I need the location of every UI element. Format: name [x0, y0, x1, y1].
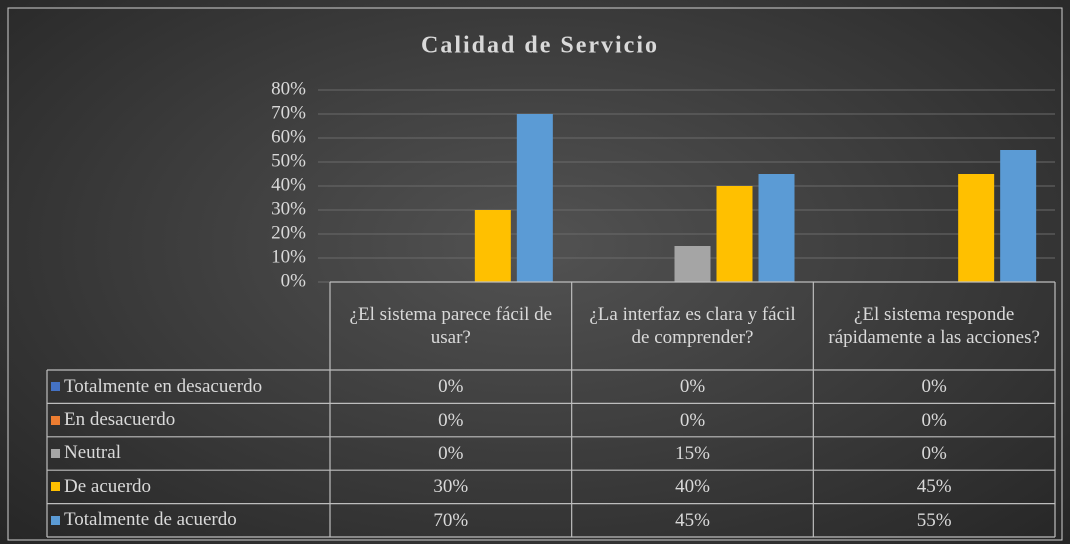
y-tick-label: 40% [271, 174, 306, 195]
table-value: 0% [438, 376, 464, 398]
legend-entry: En desacuerdo [47, 403, 175, 436]
y-tick-label: 10% [271, 246, 306, 267]
category-label: ¿El sistema parece fácil de usar? [349, 304, 553, 348]
category-label: ¿La interfaz es clara y fácil de compren… [589, 304, 796, 348]
legend-label: Totalmente en desacuerdo [64, 375, 263, 397]
bar [758, 174, 795, 282]
legend-key [51, 482, 60, 492]
category-label: ¿El sistema responde rápidamente a las a… [828, 304, 1040, 348]
legend-label: Totalmente de acuerdo [64, 509, 237, 531]
legend-label: Neutral [64, 442, 121, 464]
legend-entry: Totalmente en desacuerdo [47, 370, 262, 403]
table-value: 45% [675, 509, 710, 531]
table-value: 70% [433, 509, 469, 531]
legend-key [51, 515, 60, 525]
legend-entry: Totalmente de acuerdo [47, 504, 237, 537]
legend-key [51, 448, 60, 458]
y-tick-label: 80% [271, 78, 306, 99]
legend-label: De acuerdo [64, 475, 152, 497]
table-value: 30% [433, 476, 469, 498]
bar [474, 210, 511, 282]
table-value: 45% [916, 476, 952, 498]
chart-border [7, 7, 1063, 541]
y-tick-label: 20% [271, 222, 306, 243]
y-tick-label: 60% [271, 126, 306, 147]
y-tick-label: 50% [271, 150, 306, 171]
y-tick-label: 70% [271, 102, 306, 123]
legend-key [51, 382, 60, 392]
bar [674, 246, 711, 282]
bar [958, 174, 995, 282]
bar [516, 114, 553, 282]
table-value: 0% [921, 376, 947, 398]
bar [716, 186, 753, 282]
table-value: 0% [679, 376, 706, 398]
table-value: 15% [675, 442, 710, 464]
y-tick-label: 0% [281, 270, 307, 291]
table-value: 0% [921, 409, 947, 431]
y-tick-label: 30% [271, 198, 306, 219]
legend-entry: Neutral [47, 437, 121, 470]
chart-title: Calidad de Servicio [421, 33, 659, 59]
table-value: 40% [675, 476, 710, 498]
table-value: 55% [916, 509, 952, 531]
table-value: 0% [679, 409, 706, 431]
legend-entry: De acuerdo [47, 470, 151, 503]
table-value: 0% [438, 442, 464, 464]
table-value: 0% [438, 409, 464, 431]
table-value: 0% [921, 442, 947, 464]
legend-label: En desacuerdo [64, 409, 176, 431]
bar [1000, 150, 1037, 282]
legend-key [51, 415, 60, 425]
